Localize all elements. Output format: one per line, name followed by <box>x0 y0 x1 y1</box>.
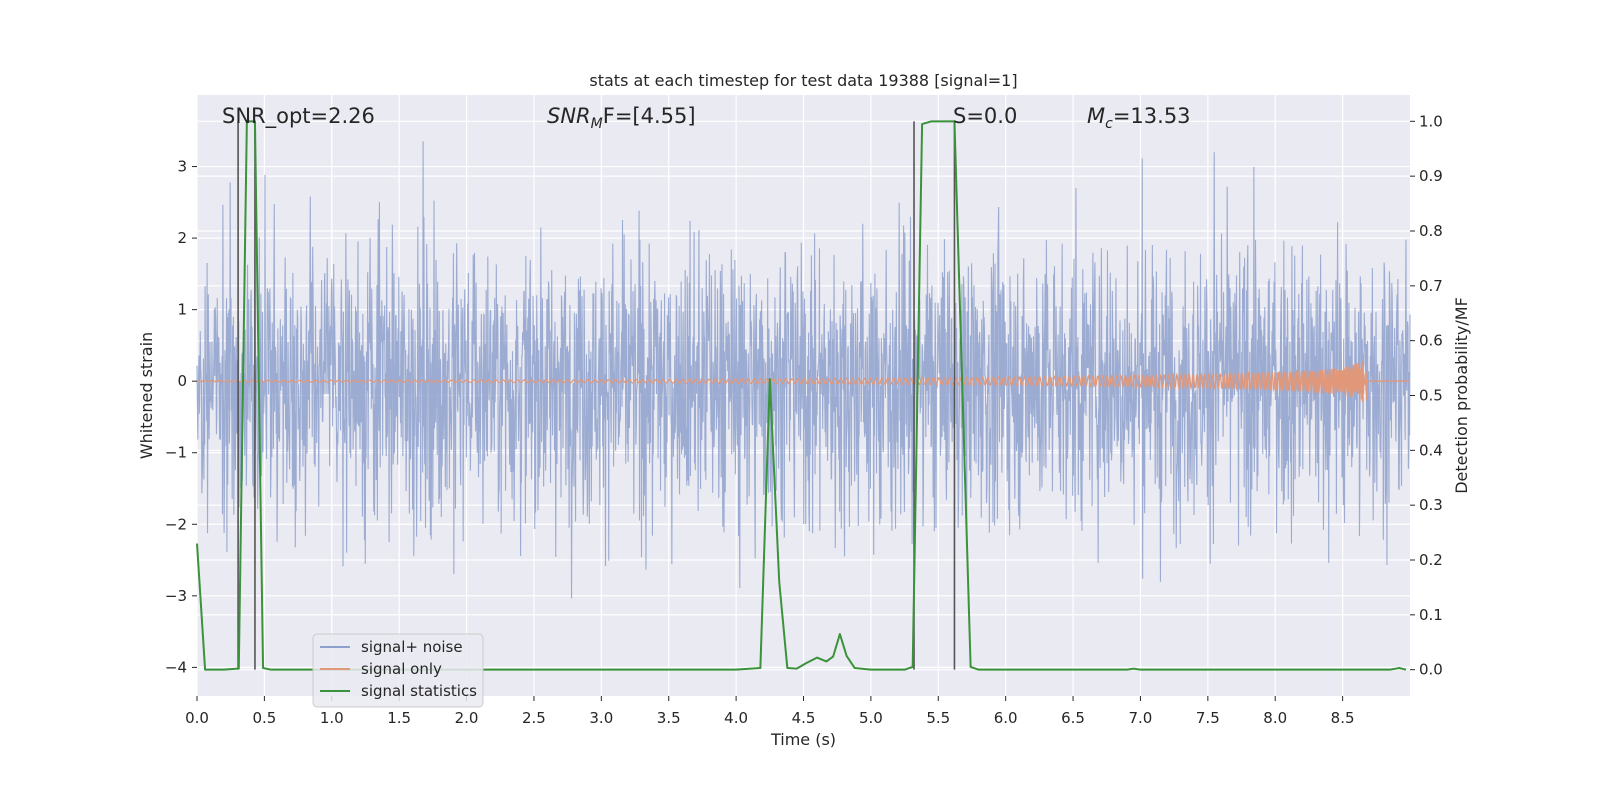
snr-mf-subscript: M <box>591 116 603 132</box>
x-tick-label: 4.0 <box>724 709 748 727</box>
mc-annotation: Mc=13.53 <box>1087 104 1191 132</box>
y-right-tick-label: 0.6 <box>1419 332 1443 350</box>
x-tick-label: 5.5 <box>926 709 950 727</box>
x-tick-label: 3.0 <box>589 709 613 727</box>
mc-subscript: c <box>1105 116 1113 132</box>
x-tick-label: 4.5 <box>792 709 816 727</box>
signal-line <box>196 361 1410 402</box>
legend-label-statistics: signal statistics <box>361 682 477 700</box>
y-right-tick-label: 0.4 <box>1419 441 1443 459</box>
y-right-axis-ticks: 1.0 0.9 0.8 0.7 0.6 0.5 0.4 0.3 0.2 0.1 0.0 <box>1410 112 1443 679</box>
x-tick-label: 5.0 <box>859 709 883 727</box>
y-left-tick-label: −3 <box>165 587 187 605</box>
mc-tail: =13.53 <box>1113 104 1191 128</box>
x-tick-label: 8.5 <box>1331 709 1355 727</box>
mc-main: M <box>1087 104 1105 128</box>
x-tick-label: 6.5 <box>1061 709 1085 727</box>
snr-mf-tail: F=[4.55] <box>603 104 696 128</box>
y-right-tick-label: 1.0 <box>1419 112 1443 130</box>
x-tick-label: 0.0 <box>185 709 209 727</box>
legend: signal+ noise signal only signal statist… <box>312 633 484 708</box>
x-tick-label: 3.5 <box>657 709 681 727</box>
statistics-line <box>196 120 1407 671</box>
x-tick-label: 7.0 <box>1129 709 1153 727</box>
y-left-tick-label: 3 <box>177 158 187 176</box>
x-tick-label: 6.0 <box>994 709 1018 727</box>
x-tick-label: 8.0 <box>1263 709 1287 727</box>
x-tick-label: 1.0 <box>320 709 344 727</box>
x-axis-ticks: 0.0 0.5 1.0 1.5 2.0 2.5 3.0 3.5 4.0 4.5 5.0 5.5 6.0 6… <box>185 696 1355 727</box>
y-right-tick-label: 0.0 <box>1419 661 1443 679</box>
snr-mf-annotation: SNRMF=[4.55] <box>547 104 696 132</box>
y-right-tick-label: 0.2 <box>1419 551 1443 569</box>
chart-title: stats at each timestep for test data 193… <box>589 71 1017 90</box>
y-left-tick-label: 0 <box>177 372 187 390</box>
y-right-tick-label: 0.1 <box>1419 606 1443 624</box>
y-right-tick-label: 0.3 <box>1419 496 1443 514</box>
y-right-tick-label: 0.8 <box>1419 222 1443 240</box>
y-left-tick-label: 1 <box>177 301 187 319</box>
signal-series <box>196 361 1410 402</box>
y-left-axis-ticks: 3 2 1 0 −1 −2 −3 −4 <box>165 158 197 676</box>
legend-label-signal: signal only <box>361 660 442 678</box>
x-tick-label: 0.5 <box>252 709 276 727</box>
x-tick-label: 1.5 <box>387 709 411 727</box>
snr-mf-main: SNR <box>547 104 591 128</box>
statistics-series <box>196 120 1407 671</box>
y-axis-right-label: Detection probability/MF <box>1452 297 1471 494</box>
snr-opt-annotation: SNR_opt=2.26 <box>222 104 375 129</box>
s-annotation: S=0.0 <box>953 104 1017 128</box>
x-tick-label: 2.5 <box>522 709 546 727</box>
legend-label-noise: signal+ noise <box>361 638 463 656</box>
legend-box <box>312 633 484 708</box>
y-left-tick-label: −4 <box>165 658 187 676</box>
y-right-tick-label: 0.5 <box>1419 387 1443 405</box>
x-tick-label: 7.5 <box>1196 709 1220 727</box>
y-left-tick-label: −2 <box>165 515 187 533</box>
y-axis-left-label: Whitened strain <box>137 332 156 459</box>
x-tick-label: 2.0 <box>455 709 479 727</box>
x-axis-label: Time (s) <box>770 730 836 749</box>
y-right-tick-label: 0.9 <box>1419 167 1443 185</box>
y-left-tick-label: −1 <box>165 444 187 462</box>
y-left-tick-label: 2 <box>177 229 187 247</box>
y-right-tick-label: 0.7 <box>1419 277 1443 295</box>
